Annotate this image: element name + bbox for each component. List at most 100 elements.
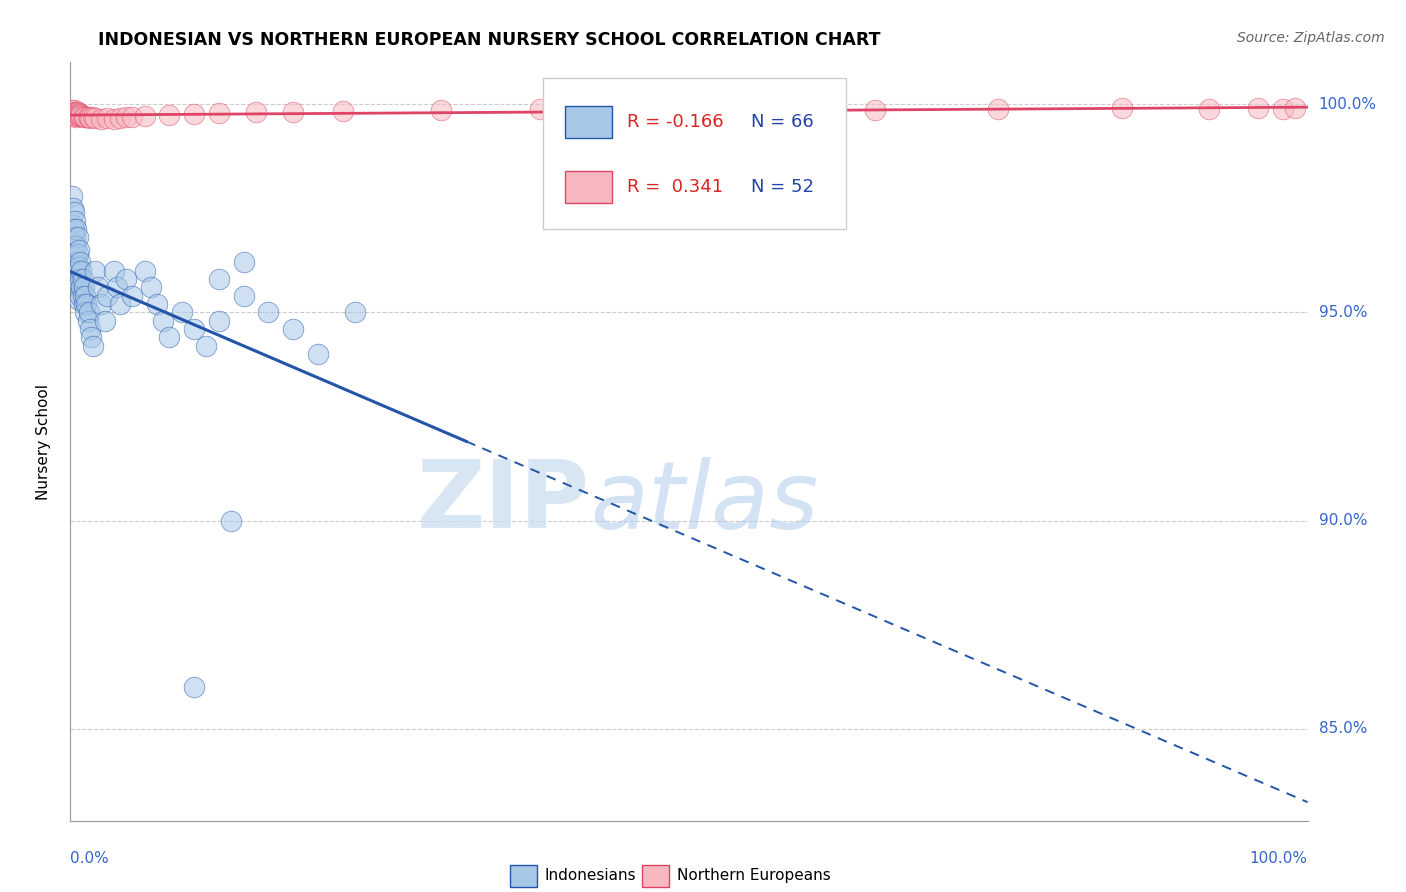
Text: 100.0%: 100.0% (1319, 96, 1376, 112)
Point (257, 305, 280, 319)
Point (208, 272, 231, 286)
Point (245, 105, 267, 120)
Point (65, 110, 87, 124)
Point (332, 103, 354, 118)
Point (86, 280, 108, 294)
Point (70, 280, 93, 294)
FancyBboxPatch shape (643, 865, 669, 887)
Point (134, 109, 156, 123)
Point (219, 514, 242, 528)
Text: atlas: atlas (591, 457, 818, 548)
Point (108, 297, 131, 311)
Point (63, 103, 86, 118)
Point (70, 264, 93, 278)
Point (281, 104, 304, 119)
Point (65, 272, 87, 286)
Point (72, 109, 94, 123)
Point (62, 107, 84, 121)
Point (1284, 101, 1306, 115)
Point (195, 339, 218, 353)
Point (115, 272, 138, 286)
Point (69, 109, 91, 123)
FancyBboxPatch shape (565, 171, 612, 202)
Point (430, 103, 453, 117)
Point (108, 112, 131, 126)
Point (67, 277, 90, 291)
Point (67, 293, 90, 307)
Point (90, 112, 112, 127)
Point (69, 107, 91, 121)
Text: 100.0%: 100.0% (1250, 851, 1308, 866)
Point (66, 107, 89, 121)
Point (79, 112, 101, 126)
Point (67, 108, 90, 122)
Text: 90.0%: 90.0% (1319, 513, 1367, 528)
Point (63, 106, 86, 120)
Point (63, 222, 86, 236)
Text: 85.0%: 85.0% (1319, 722, 1367, 737)
Point (65, 230, 87, 244)
Point (96, 289, 118, 303)
FancyBboxPatch shape (543, 78, 846, 229)
Point (75, 111, 97, 125)
Point (103, 264, 125, 278)
Point (76, 110, 98, 124)
Point (69, 255, 91, 269)
Text: 95.0%: 95.0% (1319, 305, 1367, 320)
Point (76, 314, 98, 328)
Point (157, 330, 180, 344)
Point (307, 347, 329, 361)
Point (183, 322, 205, 336)
Point (70, 108, 93, 122)
Point (67, 106, 90, 120)
Point (987, 102, 1010, 116)
Text: INDONESIAN VS NORTHERN EUROPEAN NURSERY SCHOOL CORRELATION CHART: INDONESIAN VS NORTHERN EUROPEAN NURSERY … (98, 31, 882, 49)
Point (1247, 101, 1270, 115)
Point (72, 289, 94, 303)
Point (65, 105, 87, 120)
Point (281, 322, 304, 336)
Point (170, 305, 193, 319)
Text: N = 66: N = 66 (751, 113, 814, 131)
Point (66, 247, 89, 261)
Point (65, 222, 87, 236)
Point (1198, 102, 1220, 116)
Point (62, 218, 84, 232)
Point (82, 339, 104, 353)
Point (60, 103, 83, 118)
Point (1111, 101, 1133, 115)
Point (65, 106, 87, 120)
Point (628, 101, 651, 115)
Point (121, 110, 143, 124)
Point (1271, 102, 1294, 116)
Point (66, 230, 89, 244)
Point (65, 107, 87, 121)
Point (77, 111, 100, 125)
Point (103, 112, 125, 126)
Point (139, 280, 162, 294)
Point (146, 297, 169, 311)
Point (90, 297, 112, 311)
Point (65, 247, 87, 261)
Text: R = -0.166: R = -0.166 (627, 113, 724, 131)
Point (63, 109, 86, 123)
Text: 0.0%: 0.0% (70, 851, 110, 866)
Text: Indonesians: Indonesians (544, 869, 636, 883)
Point (343, 305, 366, 319)
Point (65, 255, 87, 269)
Point (75, 305, 97, 319)
Point (63, 205, 86, 219)
Point (63, 238, 86, 252)
Point (65, 108, 87, 122)
Point (62, 105, 84, 120)
Point (66, 264, 89, 278)
Point (73, 297, 96, 311)
Point (60, 188, 83, 202)
Point (94, 314, 117, 328)
Point (208, 314, 231, 328)
Point (208, 106, 231, 120)
Point (66, 280, 89, 294)
Point (65, 213, 87, 227)
FancyBboxPatch shape (565, 106, 612, 138)
Text: Source: ZipAtlas.com: Source: ZipAtlas.com (1237, 31, 1385, 45)
